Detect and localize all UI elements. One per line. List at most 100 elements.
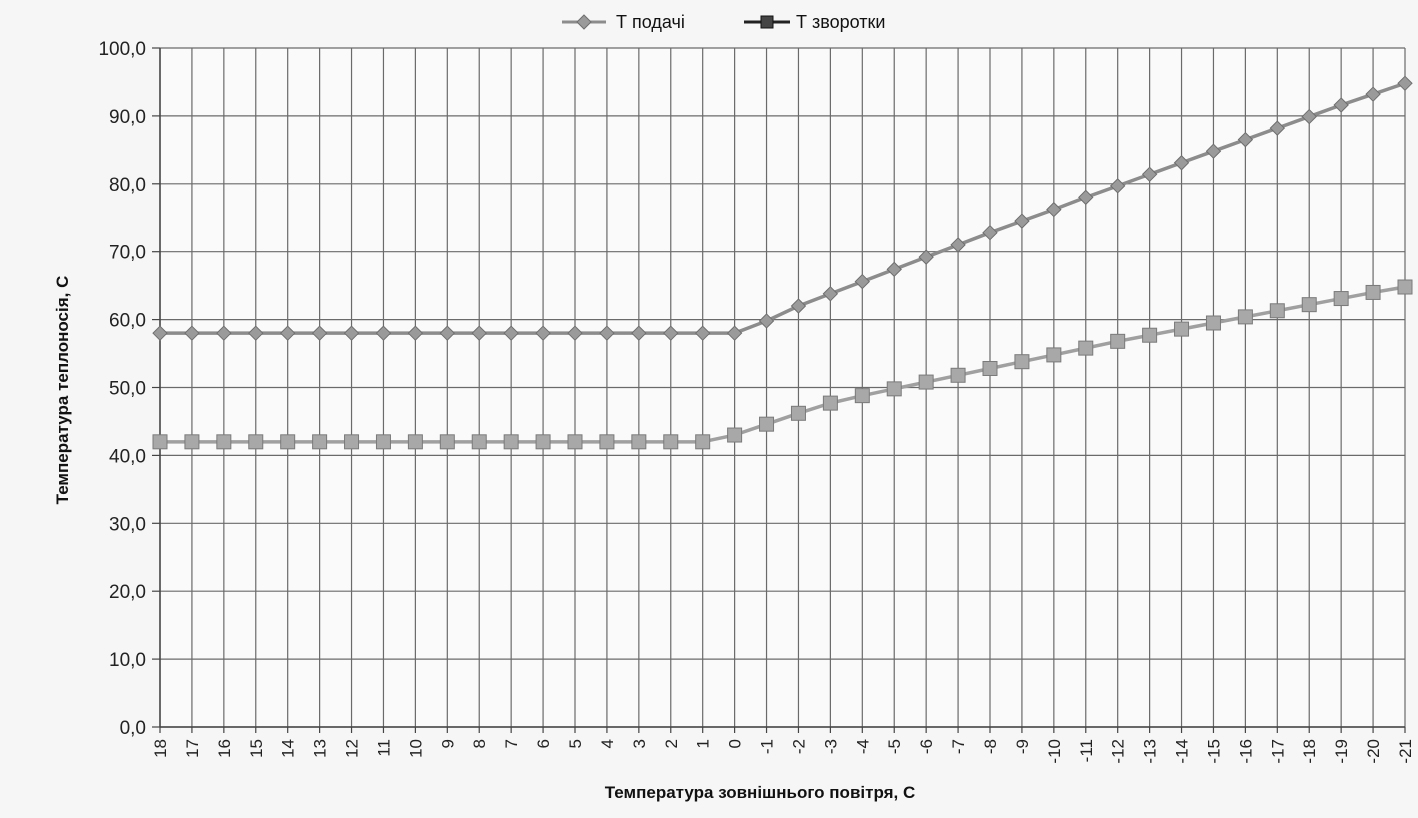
point-return bbox=[1046, 347, 1062, 363]
point-return bbox=[599, 434, 615, 450]
point-return bbox=[471, 434, 487, 450]
point-return bbox=[1110, 333, 1126, 349]
series-line-return bbox=[160, 285, 1406, 444]
point-return bbox=[184, 434, 200, 450]
point-return bbox=[1205, 315, 1221, 331]
x-tick-label: -13 bbox=[1141, 739, 1160, 764]
x-tick-label: -12 bbox=[1109, 739, 1128, 764]
point-supply bbox=[503, 325, 519, 341]
point-supply bbox=[1141, 166, 1158, 183]
point-return bbox=[1078, 340, 1094, 356]
y-tick-label: 100,0 bbox=[98, 39, 146, 60]
point-supply bbox=[567, 325, 583, 341]
legend-label-supply: Т подачі bbox=[616, 12, 685, 32]
point-supply bbox=[1173, 155, 1190, 171]
point-return bbox=[375, 434, 391, 450]
x-tick-label: -5 bbox=[885, 739, 904, 754]
x-tick-label: 11 bbox=[374, 739, 393, 757]
point-return bbox=[535, 434, 551, 450]
point-supply bbox=[854, 273, 871, 290]
legend: Т подачі Т зворотки bbox=[562, 12, 885, 32]
x-tick-label: -14 bbox=[1173, 739, 1192, 764]
point-supply bbox=[918, 249, 934, 265]
x-tick-label: -21 bbox=[1396, 739, 1415, 764]
point-return bbox=[854, 388, 870, 404]
x-axis-title: Температура зовнішнього повітря, С bbox=[605, 783, 916, 802]
point-return bbox=[822, 395, 838, 411]
x-tick-label: -8 bbox=[981, 739, 1000, 754]
point-supply bbox=[375, 325, 392, 341]
point-return bbox=[1174, 321, 1190, 337]
point-return bbox=[790, 405, 806, 421]
x-tick-label: -19 bbox=[1332, 739, 1351, 764]
y-tick-label: 40,0 bbox=[109, 446, 146, 467]
point-supply bbox=[248, 325, 264, 341]
axes: 0,0 10,0 20,0 30,0 40,0 50,0 60,0 70,0 80,0 90,0 1… bbox=[98, 39, 1415, 764]
point-return bbox=[1365, 284, 1381, 300]
point-supply bbox=[1301, 108, 1317, 125]
point-return bbox=[918, 374, 934, 390]
legend-marker-return bbox=[760, 15, 774, 29]
point-return bbox=[344, 434, 360, 450]
x-tick-label: 15 bbox=[247, 739, 266, 758]
point-return bbox=[248, 434, 264, 450]
legend-item-supply: Т подачі bbox=[562, 12, 685, 32]
point-supply bbox=[822, 286, 839, 302]
y-tick-label: 60,0 bbox=[109, 311, 146, 332]
point-supply bbox=[1269, 120, 1286, 136]
x-tick-label: -4 bbox=[853, 739, 872, 754]
point-return bbox=[759, 416, 775, 432]
point-supply bbox=[152, 325, 168, 341]
point-supply bbox=[1014, 213, 1030, 229]
x-tick-label: -2 bbox=[789, 739, 808, 754]
x-tick-label: 13 bbox=[311, 739, 330, 758]
point-return bbox=[727, 427, 743, 443]
y-tick-label: 90,0 bbox=[109, 107, 146, 128]
series-group bbox=[152, 75, 1413, 450]
point-supply bbox=[631, 325, 647, 341]
x-tick-label: 6 bbox=[534, 739, 553, 748]
x-tick-label: -17 bbox=[1268, 739, 1287, 764]
point-supply bbox=[311, 325, 328, 341]
y-tick-label: 30,0 bbox=[109, 514, 146, 535]
point-return bbox=[1142, 327, 1158, 343]
point-supply bbox=[1237, 131, 1254, 148]
point-supply bbox=[184, 325, 200, 341]
point-supply bbox=[407, 325, 424, 341]
y-tick-label: 10,0 bbox=[109, 650, 146, 671]
point-return bbox=[1014, 354, 1030, 370]
point-supply bbox=[886, 261, 902, 278]
point-return bbox=[312, 434, 328, 450]
y-tick-label: 0,0 bbox=[120, 718, 146, 739]
grid bbox=[159, 47, 1406, 728]
point-return bbox=[1301, 297, 1317, 313]
x-tick-label: 2 bbox=[662, 739, 681, 748]
x-tick-label: -18 bbox=[1300, 739, 1319, 764]
legend-item-return: Т зворотки bbox=[744, 12, 885, 32]
point-supply bbox=[343, 325, 360, 341]
point-return bbox=[950, 367, 966, 383]
x-tick-label: 3 bbox=[630, 739, 649, 748]
point-supply bbox=[694, 325, 711, 341]
point-supply bbox=[1078, 189, 1094, 206]
x-tick-label: -6 bbox=[917, 739, 936, 754]
x-tick-label: 17 bbox=[183, 739, 202, 758]
point-supply bbox=[950, 237, 966, 253]
x-tick-label: 10 bbox=[406, 739, 425, 758]
point-return bbox=[567, 434, 583, 450]
point-return bbox=[152, 434, 168, 450]
x-tick-label: 1 bbox=[694, 739, 713, 748]
x-tick-label: -10 bbox=[1045, 739, 1064, 764]
point-supply bbox=[663, 325, 679, 341]
point-return bbox=[407, 434, 423, 450]
x-tick-label: -7 bbox=[949, 739, 968, 754]
point-supply bbox=[1365, 86, 1381, 102]
y-tick-label: 20,0 bbox=[109, 582, 146, 603]
x-tick-label: -1 bbox=[758, 739, 777, 754]
point-return bbox=[982, 360, 998, 376]
x-tick-label: 7 bbox=[502, 739, 521, 748]
point-return bbox=[439, 434, 455, 450]
point-supply bbox=[982, 224, 998, 241]
